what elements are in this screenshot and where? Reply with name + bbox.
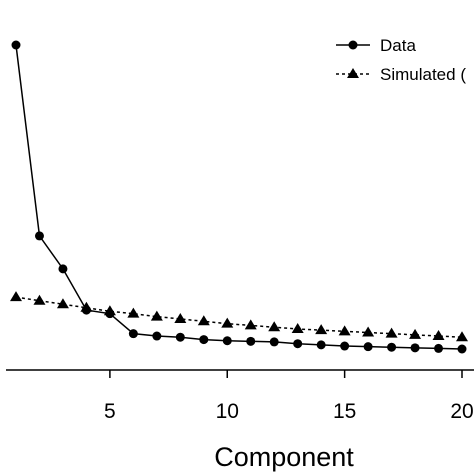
series-1-point-1	[10, 291, 22, 302]
series-0-point-9	[199, 335, 209, 345]
series-1-point-2	[33, 294, 46, 305]
x-tick-label-5: 5	[104, 400, 116, 423]
legend-label-simulated: Simulated (	[380, 65, 466, 84]
series-0-point-2	[34, 231, 44, 241]
x-tick-label-20: 20	[450, 400, 473, 423]
series-1-point-7	[150, 310, 163, 321]
series-1-point-18	[409, 328, 422, 339]
series-1-point-15	[338, 325, 351, 336]
series-1-point-11	[244, 319, 257, 330]
legend-label-data: Data	[380, 36, 416, 55]
series-0-point-6	[128, 329, 138, 339]
series-1-point-10	[221, 317, 234, 328]
series-0-point-8	[175, 332, 185, 342]
series-1-point-4	[80, 301, 93, 312]
series-0-point-1	[11, 40, 21, 50]
series-0-point-14	[316, 340, 326, 350]
legend-marker-simulated	[347, 68, 359, 78]
series-1-point-9	[197, 315, 210, 326]
series-0-point-7	[152, 331, 162, 341]
series-1-point-6	[127, 307, 140, 318]
legend-marker-data	[348, 40, 358, 50]
series-line-0	[15, 44, 463, 350]
series-0-point-3	[58, 264, 68, 274]
series-0-point-12	[269, 337, 279, 347]
series-0-point-16	[363, 342, 373, 352]
series-1-point-19	[432, 330, 445, 341]
series-0-point-17	[387, 342, 397, 352]
series-1-point-20	[456, 331, 468, 342]
legend: Data Simulated (	[336, 36, 466, 84]
x-tick-label-10: 10	[216, 400, 239, 423]
series-layer	[10, 40, 468, 354]
series-0-point-10	[222, 336, 232, 346]
series-1-point-8	[174, 312, 187, 323]
series-0-point-15	[340, 341, 350, 351]
x-tick-label-15: 15	[333, 400, 356, 423]
series-1-point-17	[385, 327, 398, 338]
series-1-point-14	[315, 324, 328, 335]
series-1-point-13	[291, 322, 304, 333]
x-axis-label: Component	[214, 442, 354, 472]
series-1-point-3	[56, 298, 69, 309]
series-0-point-13	[293, 339, 303, 349]
legend-entry-data: Data	[336, 36, 416, 55]
series-1-point-5	[103, 305, 116, 316]
series-0-point-19	[434, 343, 444, 353]
series-line-1	[15, 296, 463, 338]
series-0-point-11	[246, 336, 256, 346]
series-1-point-16	[362, 326, 375, 337]
series-0-point-20	[457, 344, 467, 354]
legend-entry-simulated: Simulated (	[336, 65, 466, 84]
series-0-point-18	[410, 343, 420, 353]
x-axis-ticks: 5 10 15 20	[104, 370, 474, 423]
series-1-point-12	[268, 321, 281, 332]
